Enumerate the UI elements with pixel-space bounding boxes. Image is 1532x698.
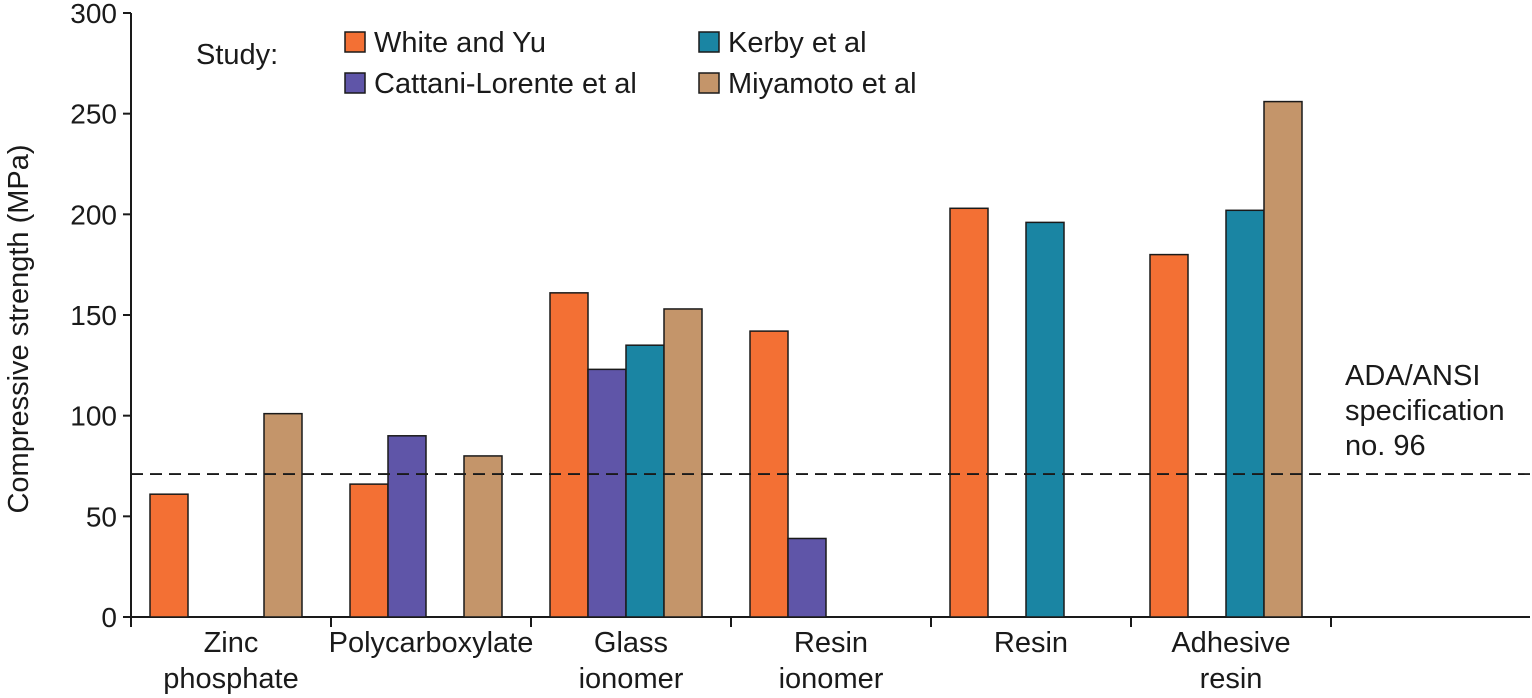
legend-swatch (344, 72, 366, 94)
legend-title: Study: (196, 39, 278, 71)
legend-label: White and Yu (374, 27, 546, 59)
reference-line-label: ADA/ANSI (1345, 360, 1480, 392)
x-category-label: phosphate (163, 663, 298, 695)
x-category-label: Resin (994, 627, 1068, 659)
x-category-label: Adhesive (1171, 627, 1290, 659)
bar (1263, 100, 1303, 618)
bar (463, 455, 503, 618)
bar (1225, 209, 1265, 618)
bar (587, 368, 627, 618)
x-category-label: ionomer (579, 663, 684, 695)
bar (1149, 253, 1189, 618)
bar (663, 308, 703, 618)
axes-layer: 0 50 100 150 200 250 300 Compressive strength (… (3, 0, 1530, 695)
bar (549, 292, 589, 618)
bar (787, 537, 827, 618)
bar (1025, 221, 1065, 618)
y-tick-label: 300 (70, 0, 117, 29)
legend-swatch (698, 31, 720, 53)
x-category-label: Polycarboxylate (329, 627, 534, 659)
legend-label: Cattani-Lorente et al (374, 68, 637, 100)
bar (625, 344, 665, 618)
y-tick-label: 200 (70, 199, 117, 230)
y-tick-label: 50 (86, 501, 117, 532)
legend-label: Kerby et al (728, 27, 867, 59)
reference-line-label: specification (1345, 395, 1505, 427)
y-tick-label: 0 (101, 602, 117, 633)
x-category-label: Zinc (204, 627, 259, 659)
y-axis-title: Compressive strength (MPa) (3, 144, 35, 513)
bar (149, 493, 189, 618)
x-category-label: Resin (794, 627, 868, 659)
legend-label: Miyamoto et al (728, 68, 917, 100)
y-tick-label: 100 (70, 401, 117, 432)
reference-line-label: no. 96 (1345, 430, 1426, 462)
x-category-label: ionomer (779, 663, 884, 695)
bar (949, 207, 989, 618)
bar (387, 435, 427, 618)
legend-swatch (344, 31, 366, 53)
x-category-label: Glass (594, 627, 668, 659)
legend: Study: White and Yu Cattani-Lorente et al K… (196, 27, 917, 100)
x-category-label: resin (1200, 663, 1263, 695)
bar (263, 412, 303, 618)
legend-swatch (698, 72, 720, 94)
bar (349, 483, 389, 618)
y-tick-label: 150 (70, 300, 117, 331)
bars-layer (149, 100, 1303, 618)
y-tick-label: 250 (70, 99, 117, 130)
